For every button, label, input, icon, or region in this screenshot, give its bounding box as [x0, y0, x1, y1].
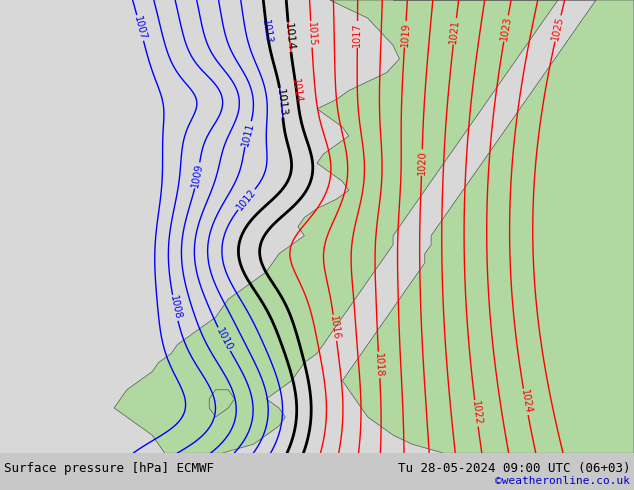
Text: 1024: 1024 — [519, 389, 533, 415]
Polygon shape — [114, 0, 558, 453]
Text: 1018: 1018 — [373, 352, 385, 377]
Text: 1009: 1009 — [190, 163, 205, 189]
Text: 1020: 1020 — [417, 150, 427, 175]
Text: 1007: 1007 — [133, 15, 148, 41]
Text: 1019: 1019 — [399, 22, 411, 47]
Text: 1011: 1011 — [240, 121, 256, 147]
Text: 1014: 1014 — [290, 78, 303, 104]
Text: 1012: 1012 — [235, 187, 258, 212]
Text: 1023: 1023 — [499, 16, 513, 42]
Text: 1015: 1015 — [306, 22, 317, 47]
Text: 1013: 1013 — [261, 19, 274, 44]
Text: 1010: 1010 — [214, 326, 234, 352]
Polygon shape — [342, 0, 634, 453]
Text: 1021: 1021 — [448, 19, 461, 44]
Text: 1025: 1025 — [550, 15, 566, 42]
Text: ©weatheronline.co.uk: ©weatheronline.co.uk — [495, 476, 630, 486]
Text: 1013: 1013 — [275, 88, 288, 117]
Text: 1017: 1017 — [353, 22, 363, 47]
Polygon shape — [209, 390, 235, 417]
Text: 1016: 1016 — [328, 315, 342, 341]
Text: Surface pressure [hPa] ECMWF: Surface pressure [hPa] ECMWF — [4, 462, 214, 475]
Text: 1014: 1014 — [283, 23, 295, 51]
Text: 1022: 1022 — [470, 400, 483, 426]
Text: 1008: 1008 — [167, 295, 183, 321]
Text: Tu 28-05-2024 09:00 UTC (06+03): Tu 28-05-2024 09:00 UTC (06+03) — [398, 462, 630, 475]
